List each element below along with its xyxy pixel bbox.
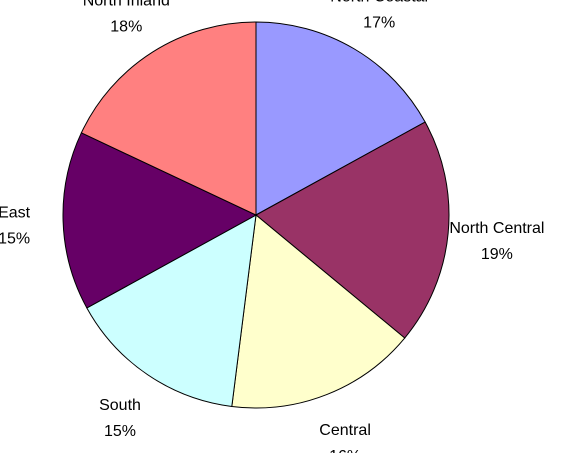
slice-east [62, 132, 258, 309]
slice-north-central [255, 121, 450, 339]
slice-north-coastal [255, 21, 426, 216]
slice-name: North Coastal [330, 0, 428, 6]
slice-label-north-coastal: North Coastal 17% [330, 0, 428, 32]
slice-label-north-inland: North Inland 18% [83, 0, 170, 36]
slice-name: East [0, 205, 31, 222]
slice-name: North Central [449, 220, 544, 237]
slice-percent: 19% [481, 246, 513, 263]
slice-percent: 15% [0, 231, 30, 248]
slice-label-south: South 15% [99, 397, 141, 440]
slice-central [231, 214, 406, 409]
slice-name: North Inland [83, 0, 170, 10]
slice-percent: 16% [329, 448, 361, 453]
slice-label-north-central: North Central 19% [449, 220, 544, 263]
slice-percent: 18% [110, 19, 142, 36]
slice-name: South [99, 397, 141, 414]
pie-labels: North Coastal 17% North Central 19% Central 1… [0, 0, 544, 453]
slice-percent: 15% [104, 423, 136, 440]
slice-label-east: East 15% [0, 205, 31, 248]
slice-south [86, 214, 257, 408]
slice-label-central: Central 16% [319, 422, 371, 453]
slice-north-inland [80, 21, 257, 216]
slice-percent: 17% [363, 15, 395, 32]
pie-slices [62, 21, 450, 409]
slice-name: Central [319, 422, 371, 439]
